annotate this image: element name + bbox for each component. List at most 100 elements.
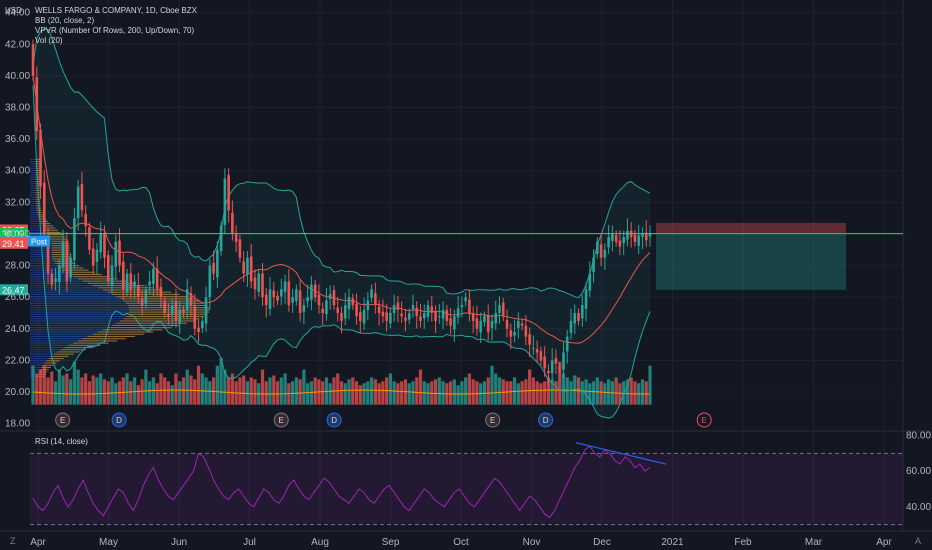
vp-row-down [116,296,187,298]
candle-body [231,212,234,234]
dividend-marker [111,412,127,428]
vp-row-down [128,307,210,309]
candle-body [310,284,313,300]
y-tick-label: 28.00 [5,261,30,272]
y-tick-label: 26.00 [5,292,30,303]
vp-row-down [51,247,70,249]
vp-row-up [30,192,36,194]
volume-bar [31,365,35,405]
vp-row-down [35,161,40,163]
vp-row-up [30,203,36,205]
vp-row-up [30,300,124,302]
vp-row-up [30,362,45,364]
candle-body [562,352,565,370]
event-marker-label: E [279,416,284,425]
x-tick-label: May [99,537,118,548]
volume-bar [76,369,80,405]
volume-bar [80,377,84,405]
rsi-title[interactable]: RSI (14, close) [35,437,88,446]
y-tick-label: 42.00 [5,39,30,50]
volume-bar [550,379,554,405]
candle-body [434,311,437,321]
candle-body [475,318,479,329]
vp-row-up [30,346,65,349]
candle-body [513,331,516,336]
candle-body [118,240,121,266]
vp-row-up [30,313,128,315]
candle-body [84,214,87,227]
volume-bar [313,377,317,405]
candle-body [577,313,580,321]
volume-bar [426,383,430,405]
candle-body [456,308,460,318]
vp-row-up [30,211,37,214]
candle-body [95,249,99,262]
candle-body [152,268,155,284]
volume-bar [178,381,182,405]
volume-bar [505,381,509,405]
candle-body [599,244,603,258]
vp-row-down [73,342,109,344]
vp-row-down [73,276,110,278]
candle-body [58,265,61,283]
vp-row-up [30,189,36,191]
candle-body [471,313,475,321]
candle-body [197,327,200,332]
price-marker [0,284,28,296]
candle-body [103,233,106,258]
candle-body [212,263,215,274]
vp-row-up [30,335,88,338]
vp-row-down [119,320,194,322]
overlay: EDEDEDE30.2530.0229.55Post29.5429.4126.4… [0,222,903,428]
vp-row-down [102,289,163,291]
indicator-vol[interactable]: Vol (20) [35,36,63,45]
vp-row-up [30,318,124,320]
y-tick-label: 40.00 [5,71,30,82]
volume-bar [377,383,381,405]
vp-row-down [45,229,58,231]
indicator-bb[interactable]: BB (20, close, 2) [35,16,95,25]
timezone-toggle[interactable]: Z [10,536,16,546]
volume-bar [151,377,155,405]
vp-row-down [42,225,53,227]
candle-body [569,320,573,333]
vp-row-up [30,302,126,304]
indicator-vpvr[interactable]: VPVR (Number Of Rows, 200, Up/Down, 70) [35,26,195,35]
candle-body [69,257,72,278]
candle-body [347,297,351,309]
vp-row-down [102,329,163,331]
candle-body [99,233,103,253]
symbol-title[interactable]: WELLS FARGO & COMPANY, 1D, Cboe BZX [35,6,197,15]
volume-bar [159,373,163,405]
candle-body [182,309,185,314]
candle-body [355,303,358,317]
vp-row-down [112,324,180,326]
vp-row-up [30,353,55,355]
vp-row-down [128,311,210,313]
volume-bar [400,381,404,405]
vp-row-up [30,285,93,287]
candle-body [377,306,381,314]
candle-body [332,290,336,306]
candle-body [189,293,193,306]
rsi-tick-label: 40.00 [906,502,931,513]
volume-bar [415,377,419,405]
vp-row-up [30,207,37,209]
candle-body [404,317,407,321]
candle-body [633,234,637,242]
candle-body [584,289,588,309]
vp-row-up [30,161,36,163]
candle-body [178,309,182,324]
volume-bar [294,377,298,405]
candle-body [264,294,268,306]
candle-body [110,265,114,286]
volume-bar [181,377,186,405]
auto-scale-toggle[interactable]: A [915,536,922,546]
vp-row-up [30,331,98,333]
position-target-zone [656,233,846,290]
volume-bar [452,379,456,405]
volume-bar [449,381,453,405]
vp-row-up [30,214,38,216]
candle-body [73,218,76,261]
y-tick-label: 30.00 [5,229,30,240]
